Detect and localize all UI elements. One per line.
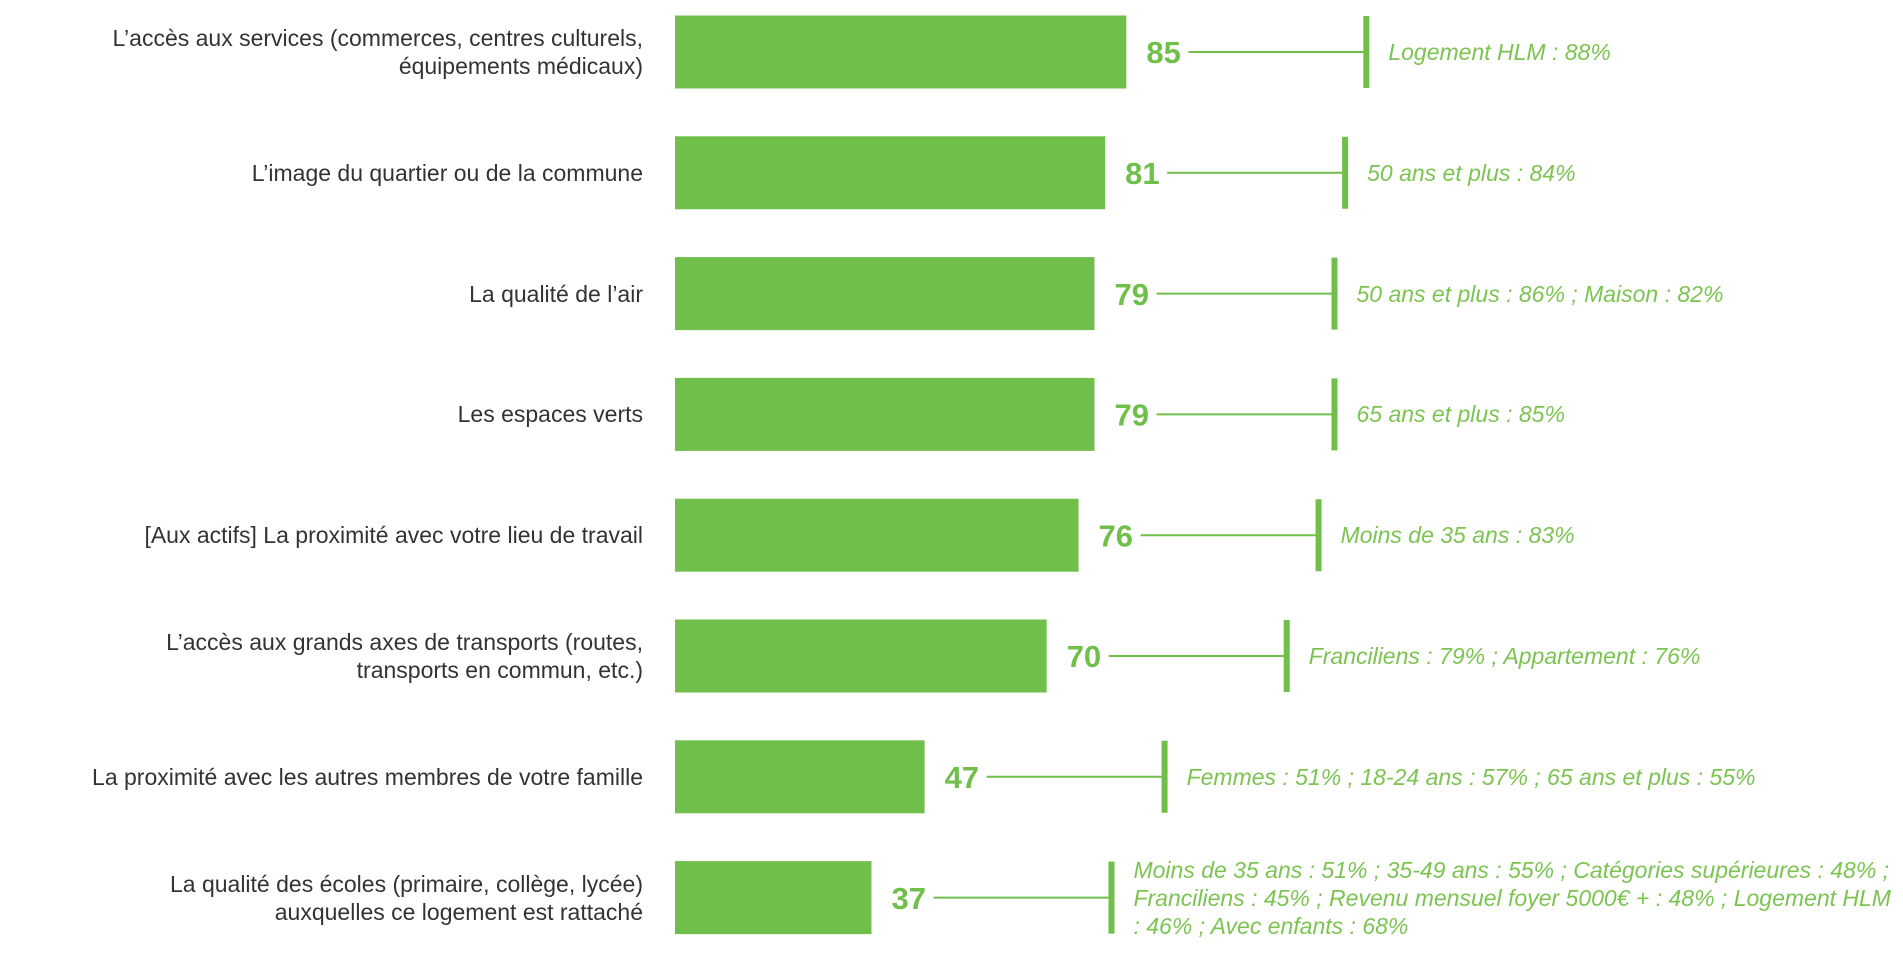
category-label: Les espaces verts	[457, 401, 643, 428]
category-label: L’accès aux grands axes de transports (r…	[166, 629, 643, 683]
category-label: L’accès aux services (commerces, centres…	[112, 25, 643, 79]
annotation: Logement HLM : 88%	[1388, 39, 1611, 65]
value-label: 37	[891, 881, 925, 916]
value-label: 85	[1146, 35, 1180, 70]
bar	[675, 15, 1127, 89]
category-label: La proximité avec les autres membres de …	[92, 763, 643, 790]
category-label: [Aux actifs] La proximité avec votre lie…	[144, 522, 643, 549]
bar	[675, 619, 1047, 693]
bar	[675, 740, 925, 814]
bar	[675, 861, 872, 935]
value-label: 79	[1114, 277, 1148, 312]
bar	[675, 377, 1095, 451]
value-label: 79	[1114, 398, 1148, 433]
value-label: 76	[1099, 518, 1133, 553]
value-label: 70	[1067, 639, 1101, 674]
annotation: 65 ans et plus : 85%	[1356, 401, 1565, 428]
annotation: Femmes : 51% ; 18-24 ans : 57% ; 65 ans …	[1186, 763, 1756, 790]
value-label: 81	[1125, 156, 1159, 191]
bar	[675, 257, 1095, 331]
category-label: L’image du quartier ou de la commune	[251, 159, 643, 186]
category-label: La qualité de l’air	[469, 280, 643, 307]
annotation: Franciliens : 79% ; Appartement : 76%	[1308, 643, 1701, 669]
category-label: La qualité des écoles (primaire, collège…	[169, 870, 643, 925]
value-label: 47	[945, 760, 979, 795]
bar	[675, 136, 1106, 210]
annotation: 50 ans et plus : 86% ; Maison : 82%	[1356, 280, 1724, 307]
annotation: Moins de 35 ans : 83%	[1340, 522, 1575, 549]
annotation: 50 ans et plus : 84%	[1367, 159, 1576, 186]
annotation: Moins de 35 ans : 51% ; 35-49 ans : 55% …	[1133, 856, 1891, 939]
bar	[675, 498, 1079, 572]
